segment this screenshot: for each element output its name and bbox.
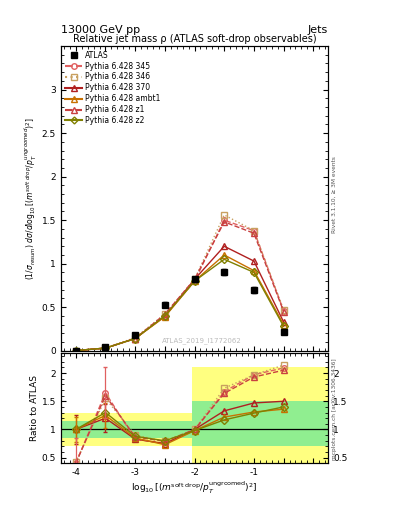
Text: ATLAS_2019_I1772062: ATLAS_2019_I1772062 — [162, 337, 242, 344]
Pythia 6.428 346 — [252, 227, 256, 233]
Pythia 6.428 345 — [192, 278, 197, 284]
Line: Pythia 6.428 345: Pythia 6.428 345 — [73, 218, 286, 353]
Bar — [191, 368, 328, 463]
Pythia 6.428 370 — [192, 276, 197, 283]
Pythia 6.428 ambt1 — [252, 268, 256, 274]
Pythia 6.428 370 — [222, 243, 227, 249]
Pythia 6.428 370 — [162, 313, 167, 319]
Bar — [61, 413, 132, 446]
Pythia 6.428 345 — [73, 348, 78, 354]
Pythia 6.428 370 — [73, 348, 78, 354]
Pythia 6.428 z1 — [133, 335, 138, 342]
Pythia 6.428 345 — [252, 227, 256, 233]
Pythia 6.428 z2 — [133, 335, 138, 342]
Pythia 6.428 z1 — [192, 276, 197, 283]
Pythia 6.428 z2 — [73, 348, 78, 354]
Pythia 6.428 346 — [133, 335, 138, 341]
Text: mcplots.cern.ch [arXiv:1306.3436]: mcplots.cern.ch [arXiv:1306.3436] — [332, 359, 337, 460]
Pythia 6.428 345 — [222, 217, 227, 223]
Title: Relative jet mass ρ (ATLAS soft-drop observables): Relative jet mass ρ (ATLAS soft-drop obs… — [73, 34, 316, 44]
Line: Pythia 6.428 z1: Pythia 6.428 z1 — [73, 219, 286, 353]
Pythia 6.428 ambt1 — [103, 345, 108, 351]
Line: Pythia 6.428 346: Pythia 6.428 346 — [73, 212, 286, 353]
Pythia 6.428 345 — [162, 313, 167, 319]
Legend: ATLAS, Pythia 6.428 345, Pythia 6.428 346, Pythia 6.428 370, Pythia 6.428 ambt1,: ATLAS, Pythia 6.428 345, Pythia 6.428 34… — [62, 48, 164, 128]
Pythia 6.428 345 — [281, 308, 286, 314]
Pythia 6.428 ambt1 — [73, 348, 78, 354]
Pythia 6.428 346 — [103, 345, 108, 351]
Line: Pythia 6.428 ambt1: Pythia 6.428 ambt1 — [73, 252, 286, 353]
Pythia 6.428 345 — [133, 335, 138, 342]
Pythia 6.428 ambt1 — [192, 278, 197, 284]
Y-axis label: Ratio to ATLAS: Ratio to ATLAS — [30, 375, 39, 441]
Pythia 6.428 z2 — [103, 345, 108, 351]
Pythia 6.428 370 — [252, 258, 256, 264]
Pythia 6.428 z1 — [103, 345, 108, 351]
Pythia 6.428 346 — [281, 307, 286, 313]
Pythia 6.428 346 — [73, 348, 78, 354]
Text: Jets: Jets — [308, 25, 328, 35]
Pythia 6.428 z2 — [252, 269, 256, 275]
Text: Rivet 3.1.10, ≥ 3M events: Rivet 3.1.10, ≥ 3M events — [332, 156, 337, 233]
Pythia 6.428 370 — [281, 319, 286, 325]
Pythia 6.428 z2 — [222, 256, 227, 262]
Pythia 6.428 370 — [103, 345, 108, 351]
Pythia 6.428 z1 — [162, 311, 167, 317]
Pythia 6.428 z1 — [222, 219, 227, 225]
Pythia 6.428 ambt1 — [222, 252, 227, 258]
Y-axis label: $(1/\sigma_{resum})\ d\sigma/d\log_{10}[(m^{soft\ drop}/p_T^{ungroomed})^2]$: $(1/\sigma_{resum})\ d\sigma/d\log_{10}[… — [23, 117, 39, 280]
Pythia 6.428 z1 — [252, 230, 256, 237]
Pythia 6.428 370 — [133, 335, 138, 342]
Pythia 6.428 ambt1 — [162, 314, 167, 320]
Bar — [61, 421, 132, 438]
Pythia 6.428 ambt1 — [133, 335, 138, 342]
Pythia 6.428 346 — [162, 311, 167, 317]
Pythia 6.428 345 — [103, 345, 108, 351]
Bar — [132, 421, 191, 438]
Pythia 6.428 346 — [192, 276, 197, 283]
Bar — [191, 401, 328, 446]
Line: Pythia 6.428 370: Pythia 6.428 370 — [73, 244, 286, 353]
Pythia 6.428 z1 — [281, 308, 286, 314]
Pythia 6.428 ambt1 — [281, 322, 286, 328]
Pythia 6.428 z2 — [162, 313, 167, 319]
X-axis label: $\log_{10}[(m^{\rm soft\ drop}/p_T^{\rm ungroomed})^2]$: $\log_{10}[(m^{\rm soft\ drop}/p_T^{\rm … — [131, 480, 258, 496]
Pythia 6.428 z1 — [73, 348, 78, 354]
Pythia 6.428 346 — [222, 212, 227, 218]
Text: 13000 GeV pp: 13000 GeV pp — [61, 25, 140, 35]
Pythia 6.428 z2 — [281, 323, 286, 329]
Bar — [132, 413, 191, 446]
Pythia 6.428 z2 — [192, 278, 197, 284]
Line: Pythia 6.428 z2: Pythia 6.428 z2 — [73, 257, 286, 353]
